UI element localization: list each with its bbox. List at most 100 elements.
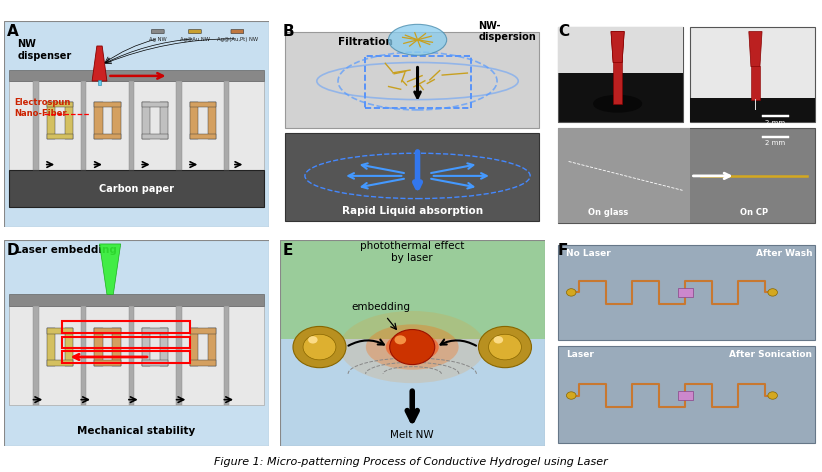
Bar (279, 240, 545, 339)
Text: 2 mm: 2 mm (765, 120, 785, 126)
Polygon shape (611, 32, 624, 62)
Bar (177, 81, 182, 170)
Bar (208, 101, 216, 139)
Text: photothermal effect
by laser: photothermal effect by laser (360, 241, 464, 263)
Polygon shape (99, 244, 121, 295)
Bar (190, 101, 216, 107)
Bar (95, 101, 103, 139)
Circle shape (493, 336, 503, 344)
Text: Laser: Laser (566, 350, 593, 359)
Bar (190, 361, 216, 366)
Bar (755, 99, 756, 110)
Bar (762, 115, 788, 117)
Bar (47, 361, 73, 366)
Ellipse shape (593, 95, 641, 112)
Bar (9, 70, 264, 81)
Bar (558, 245, 815, 340)
Bar (190, 134, 216, 139)
Bar (9, 295, 264, 306)
Bar (142, 134, 169, 139)
Bar (558, 128, 690, 223)
Bar (690, 27, 815, 122)
Bar (190, 101, 198, 139)
Bar (142, 329, 169, 334)
Bar (47, 101, 55, 139)
Bar (9, 81, 264, 170)
Text: Ag@(Au,Pt) NW: Ag@(Au,Pt) NW (217, 37, 258, 42)
Text: Carbon paper: Carbon paper (99, 184, 174, 194)
Text: Figure 1: Micro-patterning Process of Conductive Hydrogel using Laser: Figure 1: Micro-patterning Process of Co… (214, 457, 608, 467)
Bar (98, 80, 101, 85)
Bar (129, 81, 134, 170)
Bar (33, 81, 39, 170)
Ellipse shape (339, 311, 485, 383)
Text: D: D (7, 243, 20, 258)
Bar (279, 339, 545, 446)
Text: Ag NW: Ag NW (149, 37, 167, 42)
Text: E: E (283, 243, 293, 258)
Ellipse shape (366, 324, 459, 370)
Bar (208, 329, 216, 366)
Bar (224, 306, 229, 405)
Bar (160, 101, 169, 139)
Bar (190, 329, 216, 334)
Circle shape (566, 289, 576, 296)
Text: 2 mm: 2 mm (765, 141, 785, 146)
Bar (678, 288, 693, 296)
Bar (47, 134, 73, 139)
FancyBboxPatch shape (151, 29, 164, 34)
Bar (751, 66, 760, 100)
Ellipse shape (386, 333, 439, 362)
Bar (9, 306, 264, 405)
Text: NW-
dispersion: NW- dispersion (478, 21, 536, 42)
Bar (81, 81, 86, 170)
Bar (142, 101, 150, 139)
Bar (95, 101, 121, 107)
Bar (190, 329, 198, 366)
Bar (160, 329, 169, 366)
Circle shape (390, 329, 435, 364)
Bar (33, 306, 39, 405)
Bar (690, 98, 815, 122)
Bar (142, 329, 150, 366)
Bar (558, 346, 815, 443)
Bar (224, 81, 229, 170)
Bar (558, 128, 815, 223)
Polygon shape (285, 133, 539, 221)
Circle shape (478, 327, 532, 368)
Bar (177, 306, 182, 405)
Bar (95, 361, 121, 366)
Text: Filtration: Filtration (338, 37, 393, 47)
Bar (95, 329, 121, 334)
Bar (613, 60, 622, 104)
Bar (95, 134, 121, 139)
Circle shape (768, 392, 778, 399)
Bar (47, 329, 55, 366)
Text: NW
dispenser: NW dispenser (17, 39, 72, 61)
Text: A: A (7, 25, 19, 39)
Circle shape (488, 334, 521, 360)
Circle shape (395, 335, 406, 345)
Text: On glass: On glass (589, 208, 629, 217)
Text: Ag@Au NW: Ag@Au NW (180, 37, 210, 42)
Bar (142, 101, 169, 107)
Bar (762, 135, 788, 138)
Circle shape (308, 336, 317, 344)
Bar (47, 329, 73, 334)
Bar (113, 101, 121, 139)
FancyBboxPatch shape (188, 29, 201, 34)
Text: No Laser: No Laser (566, 249, 611, 258)
Bar (9, 170, 264, 207)
Bar (81, 306, 86, 405)
Circle shape (566, 392, 576, 399)
Bar (65, 101, 73, 139)
Text: Laser embedding: Laser embedding (15, 245, 117, 255)
Text: Mechanical stability: Mechanical stability (77, 426, 196, 436)
Circle shape (768, 289, 778, 296)
Bar (142, 361, 169, 366)
Bar (129, 306, 134, 405)
Text: F: F (558, 243, 568, 258)
Ellipse shape (388, 25, 446, 55)
Circle shape (303, 334, 336, 360)
Bar (65, 329, 73, 366)
